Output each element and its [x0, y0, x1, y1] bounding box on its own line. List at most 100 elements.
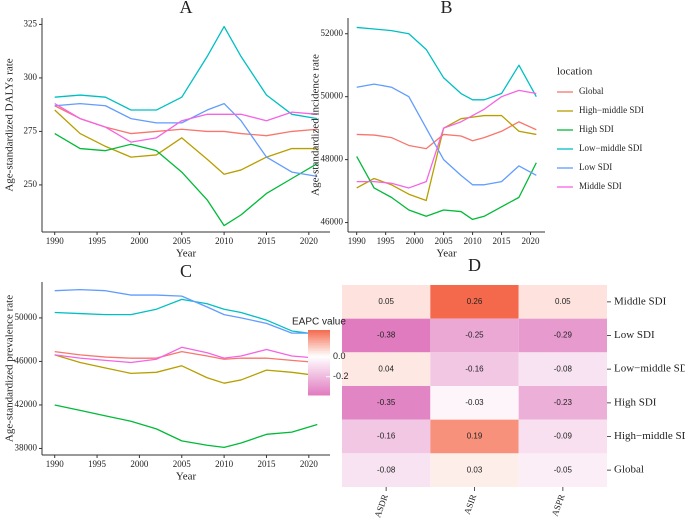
colorbar-step: [308, 339, 330, 342]
x-tick-label: 2010: [464, 236, 483, 246]
colorbar-title: EAPC value: [292, 317, 346, 328]
x-tick-label: 2010: [215, 459, 234, 469]
y-tick-label: 50000: [15, 312, 38, 322]
colorbar-step: [308, 333, 330, 336]
y-axis-label: Age-standardized incidence rate: [310, 54, 322, 196]
x-tick-label: 1995: [377, 236, 396, 246]
colorbar-step: [308, 357, 330, 360]
colorbar-step: [308, 362, 330, 365]
colorbar-step: [308, 334, 330, 337]
series-line: [54, 133, 318, 227]
heat-cell: [342, 453, 431, 487]
y-tick-label: 300: [24, 72, 38, 82]
x-tick-label: 2005: [173, 459, 192, 469]
series-line: [356, 89, 537, 189]
colorbar-step: [308, 346, 330, 349]
colorbar-step: [308, 359, 330, 362]
row-label: High−middle SDI: [614, 430, 685, 442]
colorbar-step: [308, 351, 330, 354]
colorbar-step: [308, 354, 330, 357]
series-line: [54, 109, 318, 175]
column-label: ASDR: [372, 493, 390, 519]
colorbar-tick-label: 0.0: [333, 351, 346, 361]
cell-label: -0.03: [465, 398, 484, 407]
series-line: [54, 404, 318, 449]
cell-label: -0.08: [554, 364, 573, 373]
x-tick-label: 2000: [406, 236, 425, 246]
colorbar-step: [308, 393, 330, 396]
series-line: [54, 354, 318, 384]
x-tick-label: 2005: [435, 236, 454, 246]
cell-label: -0.08: [377, 465, 396, 474]
cell-label: -0.29: [554, 331, 573, 340]
cell-label: 0.04: [378, 364, 394, 373]
x-tick-label: 2020: [300, 236, 319, 246]
heat-cell: [342, 352, 431, 386]
series-line: [54, 25, 318, 120]
colorbar-step: [308, 373, 330, 376]
series-line: [356, 83, 537, 186]
series-line: [356, 121, 537, 150]
y-tick-label: 42000: [15, 399, 38, 409]
colorbar-step: [308, 372, 330, 375]
column-label: ASIR: [462, 493, 478, 516]
colorbar-step: [308, 364, 330, 367]
heat-cell: [518, 285, 607, 319]
legend-title: location: [557, 66, 593, 78]
x-tick-label: 2015: [257, 459, 276, 469]
colorbar-step: [308, 377, 330, 380]
colorbar-step: [308, 386, 330, 389]
chart-title: B: [440, 0, 452, 17]
legend-label: High−middle SDI: [579, 105, 644, 115]
heat-cell: [430, 352, 519, 386]
colorbar-step: [308, 365, 330, 368]
colorbar-tick-label: -0.2: [333, 371, 349, 381]
colorbar-step: [308, 385, 330, 388]
y-tick-label: 52000: [321, 28, 344, 38]
y-tick-label: 50000: [321, 91, 344, 101]
legend-label: High SDI: [579, 124, 614, 134]
heat-cell: [430, 453, 519, 487]
heat-cell: [518, 453, 607, 487]
colorbar-step: [308, 330, 330, 333]
colorbar-step: [308, 356, 330, 359]
heat-cell: [342, 318, 431, 353]
x-tick-label: 2010: [215, 236, 234, 246]
y-tick-label: 46000: [15, 355, 38, 365]
heat-cell: [430, 285, 519, 319]
x-tick-label: 2000: [130, 459, 149, 469]
y-tick-label: 46000: [321, 217, 344, 227]
colorbar-step: [308, 370, 330, 373]
heat-cell: [518, 419, 607, 454]
cell-label: 0.26: [467, 297, 483, 306]
series-line: [54, 350, 318, 364]
heat-cell: [342, 285, 431, 319]
chart-title: C: [180, 261, 192, 281]
colorbar-step: [308, 349, 330, 352]
heat-cell: [342, 386, 431, 420]
series-line: [54, 102, 318, 178]
colorbar-step: [308, 367, 330, 370]
row-label: Global: [614, 464, 644, 476]
x-axis-label: Year: [176, 471, 197, 483]
heat-cell: [430, 318, 519, 353]
colorbar-step: [308, 380, 330, 383]
y-tick-label: 250: [24, 179, 38, 189]
x-tick-label: 2020: [522, 236, 541, 246]
series-line: [54, 103, 318, 143]
series-line: [356, 156, 537, 221]
x-tick-label: 1995: [88, 459, 107, 469]
colorbar-step: [308, 390, 330, 393]
heat-cell: [518, 318, 607, 353]
x-tick-label: 2005: [173, 236, 192, 246]
cell-label: -0.35: [377, 398, 396, 407]
series-line: [356, 26, 537, 101]
cell-label: 0.03: [467, 465, 483, 474]
colorbar-step: [308, 388, 330, 391]
x-axis-label: Year: [436, 248, 457, 260]
x-tick-label: 2015: [257, 236, 276, 246]
row-label: Middle SDI: [614, 295, 667, 307]
y-tick-label: 48000: [321, 154, 344, 164]
colorbar-step: [308, 338, 330, 341]
